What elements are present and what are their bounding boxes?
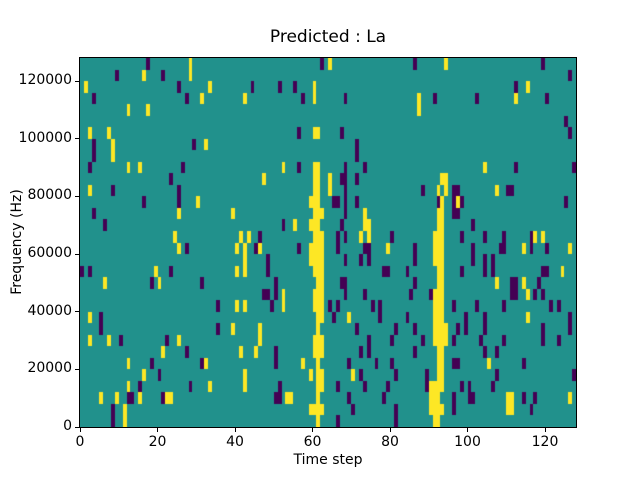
- x-tick-mark: [544, 428, 546, 432]
- y-tick-label: 60000: [27, 245, 72, 262]
- x-tick-label: 100: [454, 434, 481, 450]
- y-tick-mark: [75, 195, 79, 197]
- heatmap-plot-area: [80, 58, 576, 427]
- x-tick-mark: [234, 428, 236, 432]
- x-tick-mark: [157, 428, 158, 432]
- x-tick-label: 20: [148, 434, 167, 450]
- y-tick-mark: [75, 80, 79, 82]
- x-tick-label: 60: [303, 434, 322, 450]
- y-tick-label: 100000: [18, 129, 72, 146]
- x-tick-mark: [467, 428, 468, 432]
- y-tick-label: 120000: [18, 72, 72, 89]
- x-tick-label: 0: [75, 434, 85, 450]
- x-tick-label: 40: [226, 434, 244, 450]
- x-tick-label: 120: [531, 434, 559, 450]
- y-tick-mark: [75, 311, 79, 313]
- x-tick-mark: [79, 428, 81, 432]
- y-tick-mark: [75, 138, 79, 140]
- y-tick-label: 0: [63, 418, 72, 434]
- x-tick-mark: [389, 428, 391, 432]
- x-tick-mark: [312, 428, 313, 432]
- x-axis-label: Time step: [293, 452, 363, 468]
- chart-title: Predicted : La: [269, 27, 387, 47]
- y-axis-label: Frequency (Hz): [9, 189, 25, 295]
- y-tick-label: 20000: [27, 360, 72, 377]
- y-tick-label: 80000: [27, 187, 72, 204]
- y-tick-label: 40000: [27, 302, 72, 319]
- x-tick-label: 80: [381, 434, 399, 450]
- heatmap-canvas: [80, 58, 576, 427]
- y-tick-mark: [75, 368, 79, 370]
- y-tick-mark: [75, 426, 79, 428]
- y-tick-mark: [75, 253, 79, 255]
